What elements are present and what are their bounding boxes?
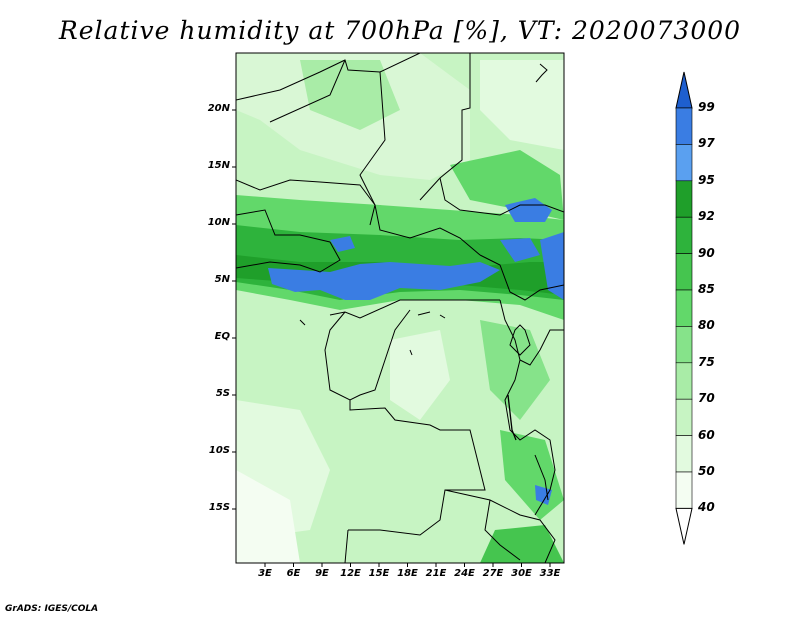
- field-north-patch: [300, 60, 400, 130]
- field-patch-b: [500, 238, 540, 262]
- colorbar-segment: [675, 144, 693, 182]
- colorbar-label: 80: [698, 318, 715, 333]
- field-patch-a: [330, 236, 355, 252]
- colorbar-segment: [675, 253, 693, 291]
- colorbar-segment: [675, 289, 693, 327]
- lon-ticks: [264, 563, 551, 567]
- colorbar-label: 90: [698, 245, 715, 260]
- lon-label: 6E: [286, 568, 301, 579]
- colorbar-label: 75: [698, 354, 715, 369]
- field-basin-light: [390, 330, 450, 420]
- lon-label: 24E: [454, 568, 475, 579]
- field-se-corner: [480, 525, 564, 563]
- colorbar-label: 92: [698, 209, 715, 224]
- lat-label: 5S: [215, 388, 230, 399]
- colorbar-segment: [675, 435, 693, 473]
- colorbar-bottom-triangle: [675, 507, 693, 545]
- lon-label: 30E: [511, 568, 532, 579]
- colorbar: [675, 71, 693, 545]
- colorbar-label: 70: [698, 391, 715, 406]
- country-borders: [236, 53, 564, 563]
- colorbar-label: 50: [698, 464, 715, 478]
- lat-label: EQ: [214, 331, 230, 342]
- lat-label: 10N: [207, 217, 230, 228]
- lon-label: 18E: [397, 568, 418, 579]
- lat-label: 5N: [214, 274, 230, 285]
- chart-title: Relative humidity at 700hPa [%], VT: 202…: [58, 16, 742, 45]
- colorbar-label: 40: [698, 500, 715, 515]
- colorbar-label: 97: [698, 136, 715, 151]
- field-patch-c: [540, 232, 564, 300]
- lat-label: 10S: [208, 445, 230, 456]
- colorbar-label: 95: [698, 172, 715, 187]
- lat-ticks: [232, 109, 236, 510]
- colorbar-segment: [675, 107, 693, 145]
- lon-label: 9E: [315, 568, 329, 579]
- colorbar-label: 99: [698, 100, 715, 114]
- colorbar-segment: [675, 471, 693, 509]
- lat-label: 15S: [208, 502, 230, 513]
- humidity-field: [236, 53, 564, 563]
- lat-label: 15N: [207, 160, 230, 171]
- colorbar-segment: [675, 362, 693, 400]
- lon-label: 33E: [539, 568, 561, 579]
- colorbar-label: 85: [698, 282, 715, 296]
- credit-text: GrADS: IGES/COLA: [5, 604, 99, 614]
- lon-label: 3E: [258, 568, 272, 579]
- lon-label: 12E: [340, 568, 361, 579]
- colorbar-segment: [675, 398, 693, 436]
- field-band-saturated: [268, 262, 500, 300]
- lon-label: 15E: [368, 568, 390, 579]
- colorbar-label: 60: [698, 427, 715, 442]
- lon-label: 27E: [482, 568, 504, 579]
- colorbar-top-triangle: [675, 71, 693, 109]
- field-ne-light: [480, 60, 564, 150]
- field-east-moist: [480, 320, 550, 420]
- colorbar-segment: [675, 180, 693, 218]
- map-frame: [235, 52, 565, 564]
- lat-label: 20N: [207, 103, 230, 114]
- lon-label: 21E: [425, 568, 447, 579]
- colorbar-segment: [675, 326, 693, 364]
- colorbar-segment: [675, 216, 693, 254]
- field-sw-dry: [236, 470, 300, 563]
- field-ne-saturated: [505, 198, 552, 222]
